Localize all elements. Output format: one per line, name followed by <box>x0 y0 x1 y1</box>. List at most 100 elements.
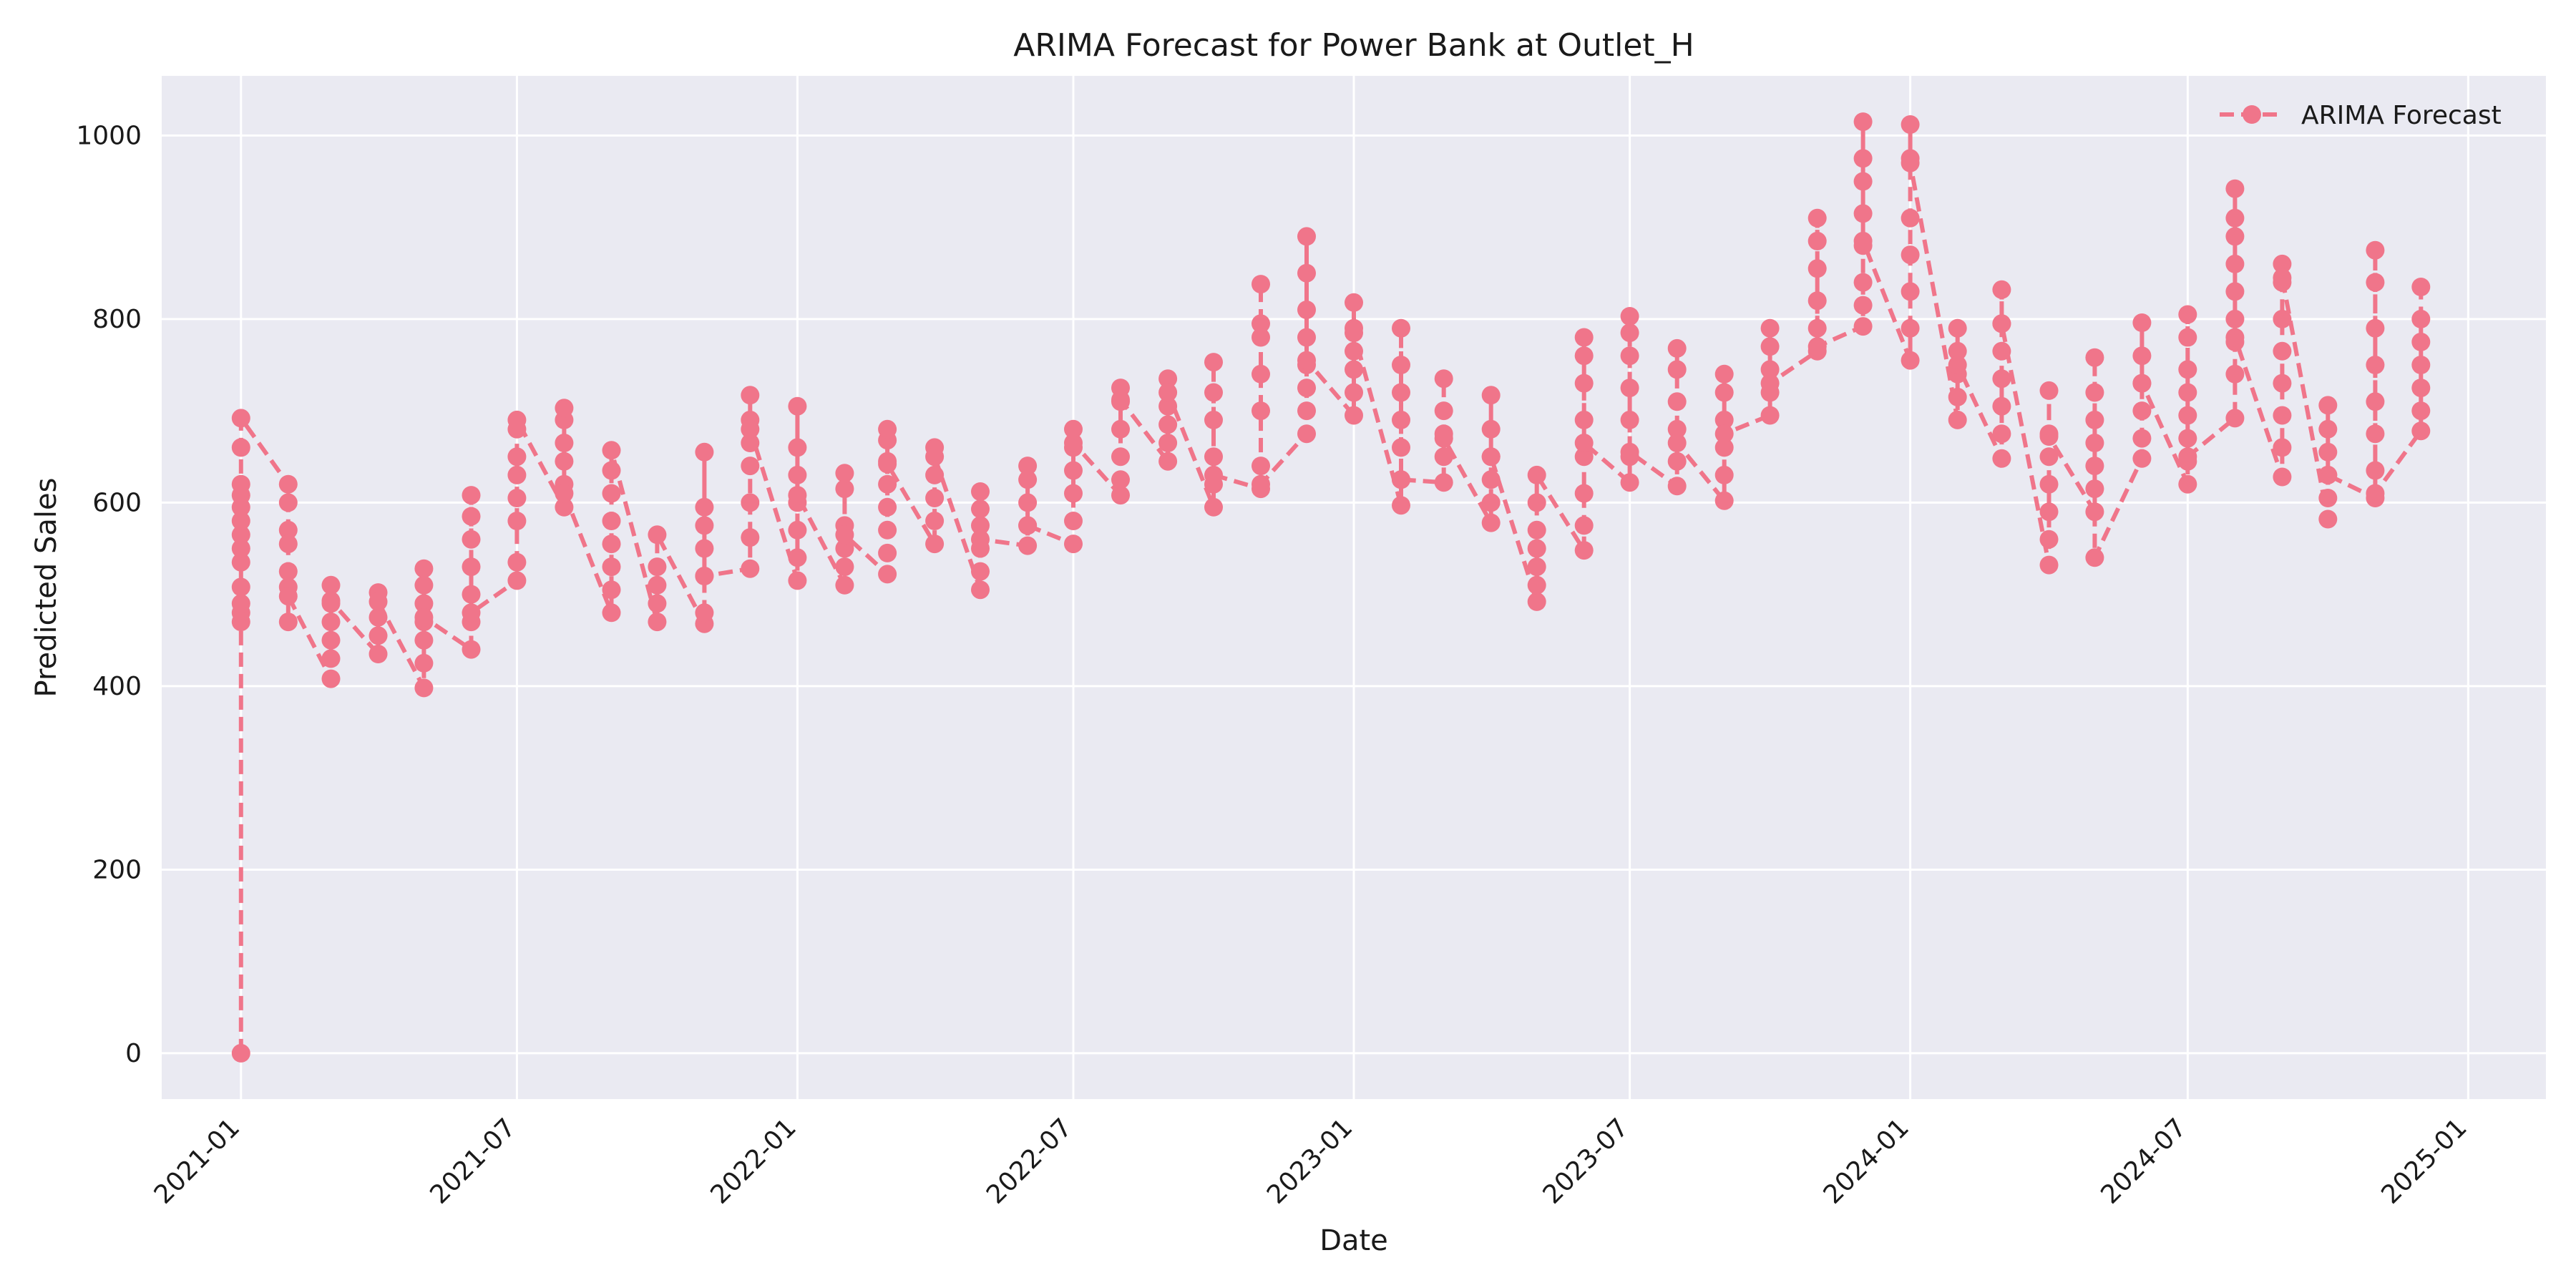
data-point <box>414 678 434 698</box>
data-point <box>1948 387 1967 406</box>
data-point <box>1853 231 1873 250</box>
data-point <box>1111 390 1130 409</box>
data-point <box>1204 465 1223 484</box>
data-point <box>1158 434 1178 452</box>
data-point <box>648 594 667 613</box>
data-point <box>1481 493 1501 512</box>
data-point <box>1204 383 1223 402</box>
data-point <box>1807 231 1827 250</box>
data-point <box>2132 374 2152 393</box>
data-point <box>695 567 714 585</box>
data-point <box>2178 328 2197 347</box>
data-point <box>369 645 388 663</box>
data-point <box>1392 318 1410 338</box>
data-point <box>1901 208 1920 228</box>
data-point <box>971 482 990 501</box>
data-point <box>1948 356 1967 374</box>
data-point <box>2366 318 2385 338</box>
data-point <box>231 539 250 558</box>
data-point <box>1992 449 2011 468</box>
data-point <box>1992 314 2011 333</box>
data-point <box>414 608 434 627</box>
data-point <box>278 520 298 540</box>
data-point <box>1714 383 1734 402</box>
data-point <box>1111 447 1130 467</box>
data-point <box>1252 328 1270 347</box>
data-point <box>1574 516 1594 535</box>
data-point <box>1574 346 1594 366</box>
data-point <box>462 486 481 505</box>
data-point <box>1158 452 1178 471</box>
data-point <box>462 585 481 604</box>
data-point <box>1620 410 1639 429</box>
legend-marker <box>2243 105 2261 124</box>
data-point <box>602 512 621 530</box>
data-point <box>1992 369 2011 389</box>
data-point <box>1252 474 1270 494</box>
data-point <box>231 409 250 428</box>
data-point <box>462 640 481 659</box>
data-point <box>1297 263 1316 283</box>
data-point <box>1345 383 1363 402</box>
data-point <box>602 461 621 480</box>
data-point <box>1992 396 2011 416</box>
data-point <box>1158 396 1178 416</box>
data-point <box>2039 427 2059 446</box>
data-point <box>1667 392 1687 411</box>
data-point <box>1760 374 1780 393</box>
data-point <box>2178 305 2197 324</box>
data-point <box>2411 309 2431 328</box>
data-point <box>555 434 574 452</box>
data-point <box>2273 374 2292 393</box>
data-point <box>1481 470 1501 489</box>
data-point <box>1948 318 1967 338</box>
data-point <box>1574 541 1594 560</box>
data-point <box>2411 401 2431 421</box>
data-point <box>2132 346 2152 366</box>
data-point <box>1252 275 1270 294</box>
data-point <box>1527 465 1546 484</box>
data-point <box>1297 328 1316 347</box>
data-point <box>2366 461 2385 480</box>
data-point <box>1527 539 1546 558</box>
data-point <box>1667 477 1687 496</box>
data-point <box>2273 254 2292 273</box>
data-point <box>1018 470 1038 489</box>
data-point <box>1667 419 1687 439</box>
data-point <box>1158 369 1178 389</box>
data-point <box>2039 447 2059 467</box>
data-point <box>2132 401 2152 421</box>
data-point <box>695 539 714 558</box>
data-point <box>1807 208 1827 228</box>
data-point <box>1527 557 1546 577</box>
data-point <box>971 516 990 535</box>
data-point <box>2366 392 2385 411</box>
data-point <box>1392 470 1410 489</box>
data-point <box>1901 245 1920 265</box>
data-point <box>507 447 527 467</box>
data-point <box>788 465 807 484</box>
data-point <box>321 591 341 610</box>
data-point <box>414 653 434 673</box>
data-point <box>369 608 388 627</box>
data-point <box>278 587 298 606</box>
data-point <box>2225 409 2245 428</box>
data-point <box>971 580 990 600</box>
data-point <box>741 457 760 476</box>
data-point <box>1574 328 1594 347</box>
data-point <box>2178 360 2197 379</box>
data-point <box>507 552 527 572</box>
data-point <box>1064 535 1083 554</box>
data-point <box>741 528 760 547</box>
data-point <box>2039 530 2059 549</box>
data-point <box>788 396 807 416</box>
chart-title: ARIMA Forecast for Power Bank at Outlet_… <box>1013 27 1694 64</box>
data-point <box>2225 179 2245 198</box>
data-point <box>2039 474 2059 494</box>
data-point <box>1574 434 1594 452</box>
data-point <box>2411 379 2431 398</box>
data-point <box>2318 396 2338 415</box>
y-tick-label: 600 <box>92 488 142 517</box>
data-point <box>1901 282 1920 301</box>
data-point <box>1667 360 1687 379</box>
